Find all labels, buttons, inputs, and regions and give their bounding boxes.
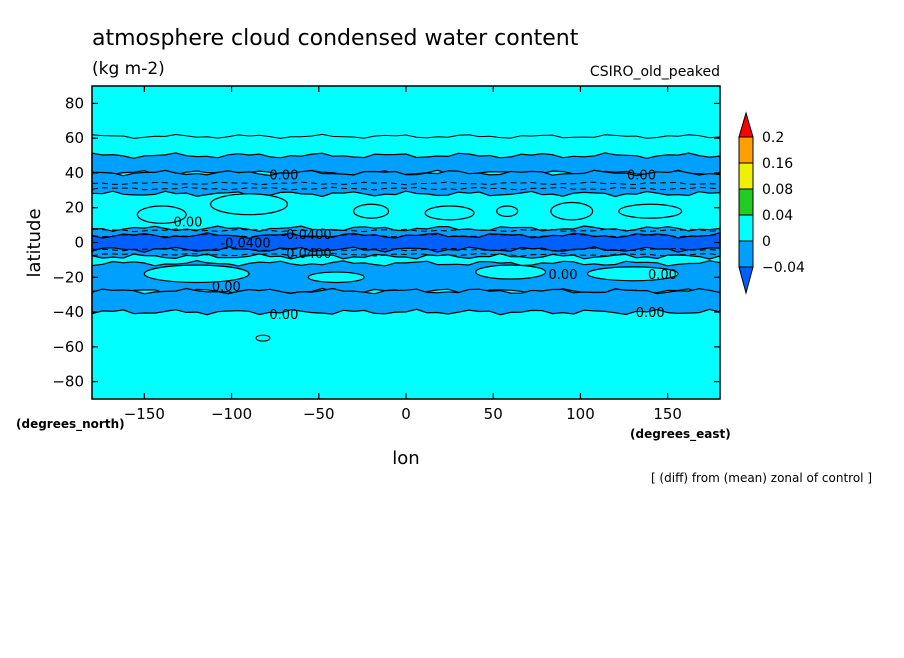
contour-label: 0.00 — [173, 216, 202, 231]
model-label: CSIRO_old_peaked — [590, 64, 720, 80]
field-patch — [136, 205, 187, 224]
x-unit-label: (degrees_east) — [630, 427, 731, 442]
negative-contour — [91, 228, 721, 233]
contour-label: 0.00 — [549, 268, 578, 283]
y-tick-label: 80 — [65, 94, 84, 112]
colorbar-label: 0.08 — [762, 182, 793, 198]
colorbar-label: 0 — [762, 234, 771, 250]
y-tick-label: −60 — [52, 338, 84, 356]
y-tick-label: −20 — [52, 268, 84, 286]
x-tick-label: −150 — [124, 405, 165, 423]
field-patch — [496, 205, 519, 218]
y-axis-label: latitude — [24, 208, 45, 277]
x-tick-label: 100 — [566, 405, 595, 423]
colorbar-segment — [738, 240, 754, 268]
y-tick-label: 40 — [65, 164, 84, 182]
y-tick-label: 20 — [65, 199, 84, 217]
y-ticks: 80 60 40 20 0 −20 −40 −60 −80 — [52, 94, 720, 391]
colorbar-segment — [738, 214, 754, 242]
field-patch — [475, 264, 547, 280]
colorbar: 0.2 0.16 0.08 0.04 0 −0.04 — [738, 111, 805, 295]
x-tick-label: 150 — [653, 405, 682, 423]
contour-label: 0.00 — [269, 308, 298, 323]
contour-label: -0.0400 — [281, 228, 331, 243]
y-tick-label: −80 — [52, 373, 84, 391]
negative-contour — [91, 252, 721, 257]
x-tick-label: −100 — [211, 405, 252, 423]
colorbar-segment — [738, 136, 754, 164]
field-patch — [353, 203, 390, 219]
field-patch — [550, 201, 594, 221]
y-tick-label: −40 — [52, 303, 84, 321]
y-tick-label: 60 — [65, 129, 84, 147]
colorbar-bottom-arrow — [738, 266, 754, 295]
x-axis-label: lon — [392, 448, 419, 469]
note-label: [ (diff) from (mean) zonal of control ] — [651, 471, 872, 485]
field-patch — [143, 264, 250, 284]
contour-label: 0.00 — [636, 306, 665, 321]
x-ticks: −150 −100 −50 0 50 100 150 — [124, 86, 682, 423]
chart-title: atmosphere cloud condensed water content — [92, 26, 579, 51]
field-patch — [424, 205, 475, 221]
field-patch — [307, 271, 365, 284]
contour-labels: 0.00 0.00 0.00 -0.0400 -0.0400 -0.0400 0.00 0.0… — [173, 169, 676, 323]
contour-label: 0.00 — [269, 169, 298, 184]
negative-contour — [91, 233, 721, 238]
negative-contour — [91, 186, 721, 191]
negative-contour — [91, 247, 721, 252]
x-tick-label: −50 — [303, 405, 335, 423]
field-patch — [210, 193, 288, 216]
colorbar-label: 0.04 — [762, 208, 793, 224]
negative-contour — [91, 181, 721, 186]
contour-label: 0.00 — [212, 280, 241, 295]
plot-area — [91, 86, 721, 399]
contour-line — [91, 133, 721, 139]
field-patch — [586, 266, 679, 282]
contour-loop — [255, 334, 271, 342]
colorbar-label: −0.04 — [762, 260, 805, 276]
x-tick-label: 50 — [484, 405, 503, 423]
contour-label: -0.0400 — [281, 247, 331, 262]
colorbar-label: 0.16 — [762, 156, 793, 172]
contour-label: -0.0400 — [220, 237, 270, 252]
x-tick-label: 0 — [401, 405, 411, 423]
y-unit-label: (degrees_north) — [16, 417, 125, 432]
units-label: (kg m-2) — [92, 59, 165, 79]
colorbar-segment — [738, 162, 754, 190]
field-patch — [618, 203, 683, 219]
colorbar-top-arrow — [738, 111, 754, 138]
contour-label: 0.00 — [627, 169, 656, 184]
contour-label: 0.00 — [648, 268, 677, 283]
colorbar-label: 0.2 — [762, 130, 784, 146]
y-tick-label: 0 — [74, 234, 84, 252]
colorbar-segment — [738, 188, 754, 216]
field-band — [91, 287, 721, 316]
